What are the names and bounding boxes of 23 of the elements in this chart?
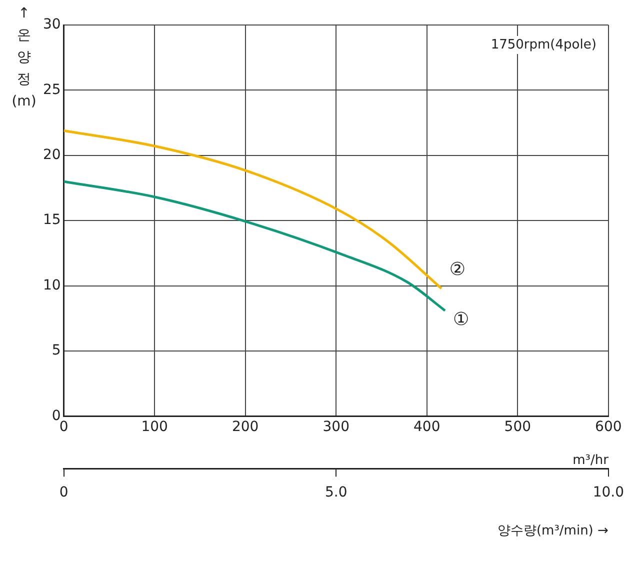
x-tick-label: 600 [595,419,622,436]
x-tick-label: 400 [414,419,440,436]
x-axis-title: m³/hr [572,453,610,468]
y-tick-label: 30 [42,16,61,33]
x-tick-label: 200 [232,419,259,436]
y-tick-label: 5 [52,342,61,359]
x2-tick-label: 10.0 [592,484,624,501]
x2-tick-label: 5.0 [324,484,348,501]
series-label: ① [453,309,470,330]
y-tick-label: 0 [52,408,61,424]
y-tick-label: 20 [42,147,61,164]
x-tick-label: 100 [141,419,168,436]
annotation: 1750rpm(4pole) [490,37,596,52]
series-label: ② [449,259,466,280]
line-series [64,180,446,312]
x2-axis-title: 양수량(m³/min) → [497,524,609,539]
x-tick-label: 300 [322,419,350,436]
y-axis-title: ↑ 온 양 정 (m) [12,6,36,110]
y-tick-label: 10 [42,277,61,294]
line-series [64,129,443,290]
y-tick-label: 15 [42,212,61,228]
x-tick-label: 500 [504,419,532,436]
y-tick-label: 25 [42,82,61,98]
